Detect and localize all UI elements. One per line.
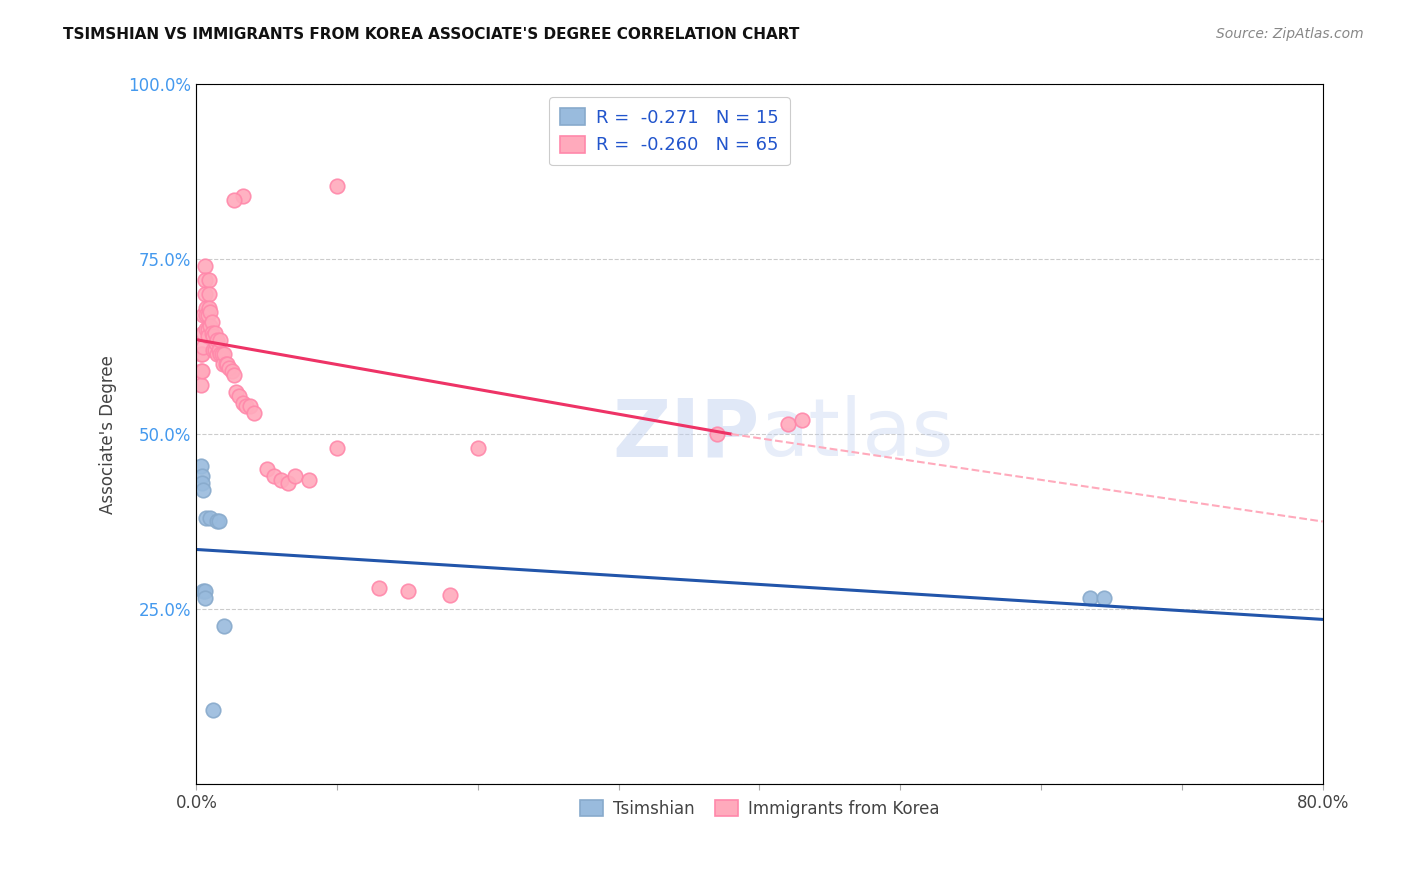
Point xyxy=(194,273,217,287)
Point xyxy=(326,441,349,455)
Point xyxy=(776,417,799,431)
Point xyxy=(224,193,246,207)
Point xyxy=(198,301,221,316)
Point xyxy=(218,360,240,375)
Point xyxy=(193,340,215,354)
Point xyxy=(190,378,212,392)
Text: ZIP: ZIP xyxy=(612,395,759,473)
Point xyxy=(235,399,257,413)
Point xyxy=(205,336,228,351)
Point xyxy=(200,304,222,318)
Point xyxy=(211,346,233,360)
Point xyxy=(277,476,299,491)
Point xyxy=(193,584,215,599)
Point xyxy=(193,483,215,497)
Point xyxy=(190,346,212,360)
Point xyxy=(225,385,247,400)
Point xyxy=(228,389,250,403)
Point xyxy=(201,326,224,340)
Point xyxy=(1078,591,1101,606)
Point xyxy=(208,343,231,358)
Point xyxy=(270,473,292,487)
Point xyxy=(263,469,285,483)
Point xyxy=(298,473,321,487)
Point xyxy=(195,322,218,336)
Point xyxy=(195,308,218,322)
Point xyxy=(396,584,419,599)
Point xyxy=(204,326,226,340)
Point xyxy=(1092,591,1115,606)
Y-axis label: Associate's Degree: Associate's Degree xyxy=(100,355,117,514)
Point xyxy=(197,329,219,343)
Point xyxy=(194,591,217,606)
Point xyxy=(200,511,222,525)
Point xyxy=(191,364,214,378)
Point xyxy=(202,329,225,343)
Point xyxy=(221,364,243,378)
Point xyxy=(208,515,231,529)
Point xyxy=(200,318,222,333)
Text: Source: ZipAtlas.com: Source: ZipAtlas.com xyxy=(1216,27,1364,41)
Point xyxy=(194,287,217,301)
Text: TSIMSHIAN VS IMMIGRANTS FROM KOREA ASSOCIATE'S DEGREE CORRELATION CHART: TSIMSHIAN VS IMMIGRANTS FROM KOREA ASSOC… xyxy=(63,27,800,42)
Point xyxy=(197,322,219,336)
Point xyxy=(195,301,218,316)
Point xyxy=(217,357,239,371)
Point xyxy=(224,368,246,382)
Point xyxy=(256,462,278,476)
Point xyxy=(191,469,214,483)
Point xyxy=(214,619,236,633)
Point xyxy=(207,333,229,347)
Point xyxy=(194,259,217,273)
Point xyxy=(209,346,232,360)
Point xyxy=(215,357,238,371)
Point xyxy=(201,315,224,329)
Point xyxy=(198,287,221,301)
Point xyxy=(207,515,229,529)
Point xyxy=(195,511,218,525)
Point xyxy=(193,326,215,340)
Point xyxy=(239,399,262,413)
Point xyxy=(193,308,215,322)
Point xyxy=(439,588,461,602)
Point xyxy=(194,584,217,599)
Point xyxy=(191,346,214,360)
Point xyxy=(204,343,226,358)
Point xyxy=(202,703,225,717)
Text: atlas: atlas xyxy=(759,395,953,473)
Point xyxy=(232,189,254,203)
Point xyxy=(243,406,266,420)
Point xyxy=(207,346,229,360)
Point xyxy=(214,346,236,360)
Point xyxy=(190,364,212,378)
Point xyxy=(368,581,391,595)
Point xyxy=(197,308,219,322)
Legend: Tsimshian, Immigrants from Korea: Tsimshian, Immigrants from Korea xyxy=(572,793,946,824)
Point xyxy=(198,273,221,287)
Point xyxy=(209,333,232,347)
Point xyxy=(467,441,489,455)
Point xyxy=(232,395,254,409)
Point xyxy=(190,458,212,473)
Point xyxy=(212,357,235,371)
Point xyxy=(706,427,728,442)
Point xyxy=(790,413,813,427)
Point xyxy=(202,343,225,358)
Point xyxy=(284,469,307,483)
Point xyxy=(191,476,214,491)
Point xyxy=(326,178,349,193)
